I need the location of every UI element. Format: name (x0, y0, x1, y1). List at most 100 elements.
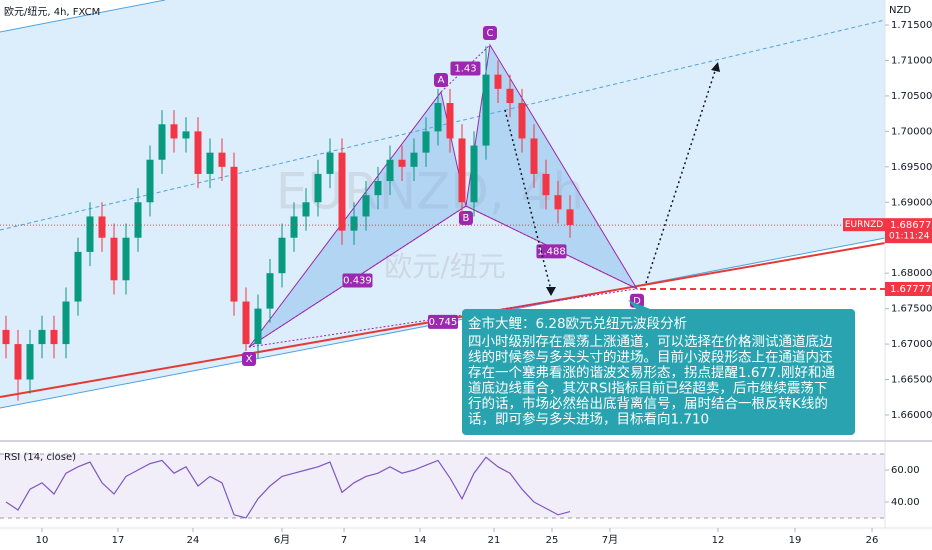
price-badge (885, 218, 932, 244)
rsi-tick-label: 40.00 (891, 497, 920, 508)
rsi-tick-label: 60.00 (891, 465, 920, 476)
candle-body (530, 138, 538, 174)
candle-body (218, 152, 226, 167)
x-tick-label: 25 (546, 535, 559, 546)
candle-body (74, 251, 82, 302)
y-tick-label: 1.69500 (891, 162, 932, 173)
rsi-band (0, 454, 885, 518)
candle-body (158, 124, 166, 160)
candle-body (410, 152, 418, 167)
channel-mid (0, 19, 886, 231)
candle-body (98, 216, 106, 238)
projection-arrow (504, 109, 552, 291)
currency: NZD (889, 5, 911, 16)
candle-body (14, 344, 22, 380)
candle-body (50, 329, 58, 345)
y-tick-label: 1.71000 (891, 55, 932, 66)
point-label: D (633, 296, 641, 307)
note-line: 四小时级别存在震荡上涨通道，可以选择在价格测试通道底边 (468, 334, 833, 350)
y-tick-label: 1.70500 (891, 91, 932, 102)
candle-body (554, 195, 562, 210)
x-tick-label: 24 (187, 535, 200, 546)
x-tick-label: 17 (112, 535, 125, 546)
rsi-line (5, 456, 571, 519)
channel-upper (0, 0, 166, 33)
note-line: 行的话，市场必然给出底背离信号，届时结合一根反转K线的 (468, 395, 828, 412)
rsi-title: RSI (14, close) (4, 452, 76, 463)
x-tick-label: 19 (789, 535, 802, 546)
y-tick-label: 1.66500 (891, 375, 932, 386)
arrow-head (711, 62, 720, 72)
x-tick-label: 21 (488, 535, 501, 546)
y-tick-label: 1.69000 (891, 197, 932, 208)
note-line: 存在一个塞弗看涨的谐波交易形态，拐点提醒1.677.刚好和通 (468, 364, 835, 381)
x-tick-label: 14 (414, 535, 427, 546)
y-tick-label: 1.66000 (891, 410, 932, 421)
candle-body (206, 152, 214, 174)
candle-body (470, 145, 478, 203)
candle-body (230, 166, 238, 302)
candle-body (338, 152, 346, 231)
x-tick-label: 10 (36, 535, 49, 546)
x-tick-label: 26 (866, 535, 879, 546)
candle-body (434, 103, 442, 132)
candle-body (542, 173, 550, 196)
candle-body (290, 216, 298, 238)
point-badge (242, 352, 256, 367)
point-badge (482, 26, 497, 41)
candle-body (266, 273, 274, 309)
symbol-badge (843, 218, 885, 232)
candles (2, 46, 574, 401)
ratio-label: 1.488 (537, 246, 566, 257)
candle-body (242, 301, 250, 345)
y-tick-label: 1.67000 (891, 339, 932, 350)
candle-body (566, 209, 574, 225)
candle-body (362, 195, 370, 217)
x-tick-label: 6月 (274, 534, 290, 546)
point-label: A (438, 75, 445, 86)
candle-body (62, 301, 70, 345)
axes: 1.660001.665001.670001.675001.680001.685… (0, 20, 932, 546)
candle-body (386, 159, 394, 182)
y-tick-label: 1.70000 (891, 126, 932, 137)
note-line: 话，即可参与多头进场，目标看向1.710 (468, 411, 709, 428)
target-badge (885, 281, 932, 296)
x-tick-label: 7 (341, 535, 347, 546)
candle-body (170, 124, 178, 139)
note-line: 线的时候参与多头头寸的进场。目前小波段形态上在通道内还 (468, 349, 833, 366)
ratio-label: 0.745 (429, 317, 458, 328)
x-tick-label: 7月 (602, 534, 618, 546)
x-tick-label: 12 (712, 535, 725, 546)
point-badge (434, 73, 448, 88)
y-tick-label: 1.71500 (891, 20, 932, 31)
y-tick-label: 1.68000 (891, 268, 932, 279)
symbol-label: EURNZD (845, 220, 883, 230)
candle-body (86, 216, 94, 252)
candle-body (302, 202, 310, 217)
candle-body (398, 159, 406, 167)
candle-body (350, 216, 358, 231)
note-line: 道底边线重合，其次RSI指标目前已经超卖，后市继续震荡下 (468, 380, 827, 397)
candle-body (278, 237, 286, 274)
candle-body (494, 74, 502, 89)
ratio-badge (536, 244, 567, 259)
candle-body (122, 237, 130, 281)
candle-body (506, 88, 514, 104)
price-axis (885, 0, 932, 550)
note-title: 金市大鲤：6.28欧元兑纽元波段分析 (468, 315, 687, 332)
candle-body (26, 344, 34, 380)
candle-body (110, 237, 118, 281)
watermark: 欧元/纽元 (384, 250, 505, 283)
point-label: B (463, 213, 470, 224)
ratio-badge (427, 314, 458, 329)
last-price: 1.68677 (890, 220, 931, 231)
candle-body (194, 131, 202, 174)
candle-body (134, 202, 142, 238)
candle-body (182, 131, 190, 139)
y-tick-label: 1.67500 (891, 304, 932, 315)
candle-body (482, 74, 490, 146)
candle-body (458, 138, 466, 203)
ratio-badge (342, 273, 373, 288)
candle-body (314, 173, 322, 203)
